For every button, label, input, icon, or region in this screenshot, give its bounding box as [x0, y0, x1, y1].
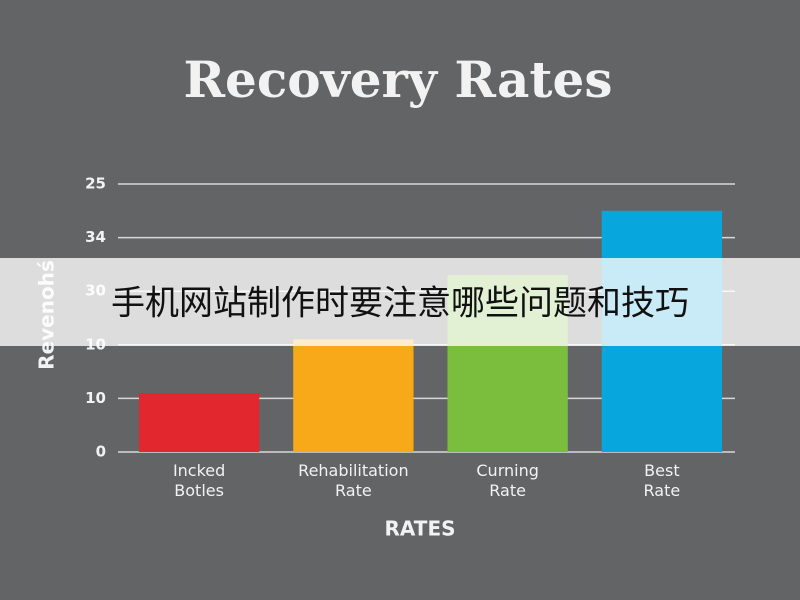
x-axis-label: RATES	[384, 517, 455, 541]
x-tick-label-line: Rate	[489, 481, 526, 500]
x-tick-label: Incked Botles	[173, 461, 225, 500]
bar	[138, 393, 260, 452]
chart-title: Recovery Rates	[184, 50, 613, 109]
x-tick-label: Rehabilitation Rate	[298, 461, 408, 500]
y-tick-label: 34	[85, 228, 106, 246]
x-tick-label-line: Curning	[476, 461, 539, 480]
x-tick-label-line: Rehabilitation	[298, 461, 408, 480]
x-tick-label-line: Best	[644, 461, 679, 480]
x-tick-label: Best Rate	[644, 461, 681, 500]
banner	[0, 258, 800, 346]
x-tick-label: Curning Rate	[476, 461, 539, 500]
x-tick-label-line: Rate	[644, 481, 681, 500]
y-tick-label: 25	[85, 175, 106, 193]
y-tick-label: 0	[96, 443, 106, 461]
y-tick-label: 10	[85, 389, 106, 407]
banner-text: 手机网站制作时要注意哪些问题和技巧	[111, 284, 689, 324]
x-tick-label-line: Rate	[335, 481, 372, 500]
x-tick-label-line: Incked	[173, 461, 225, 480]
x-tick-label-line: Botles	[174, 481, 224, 500]
bar	[293, 339, 414, 452]
